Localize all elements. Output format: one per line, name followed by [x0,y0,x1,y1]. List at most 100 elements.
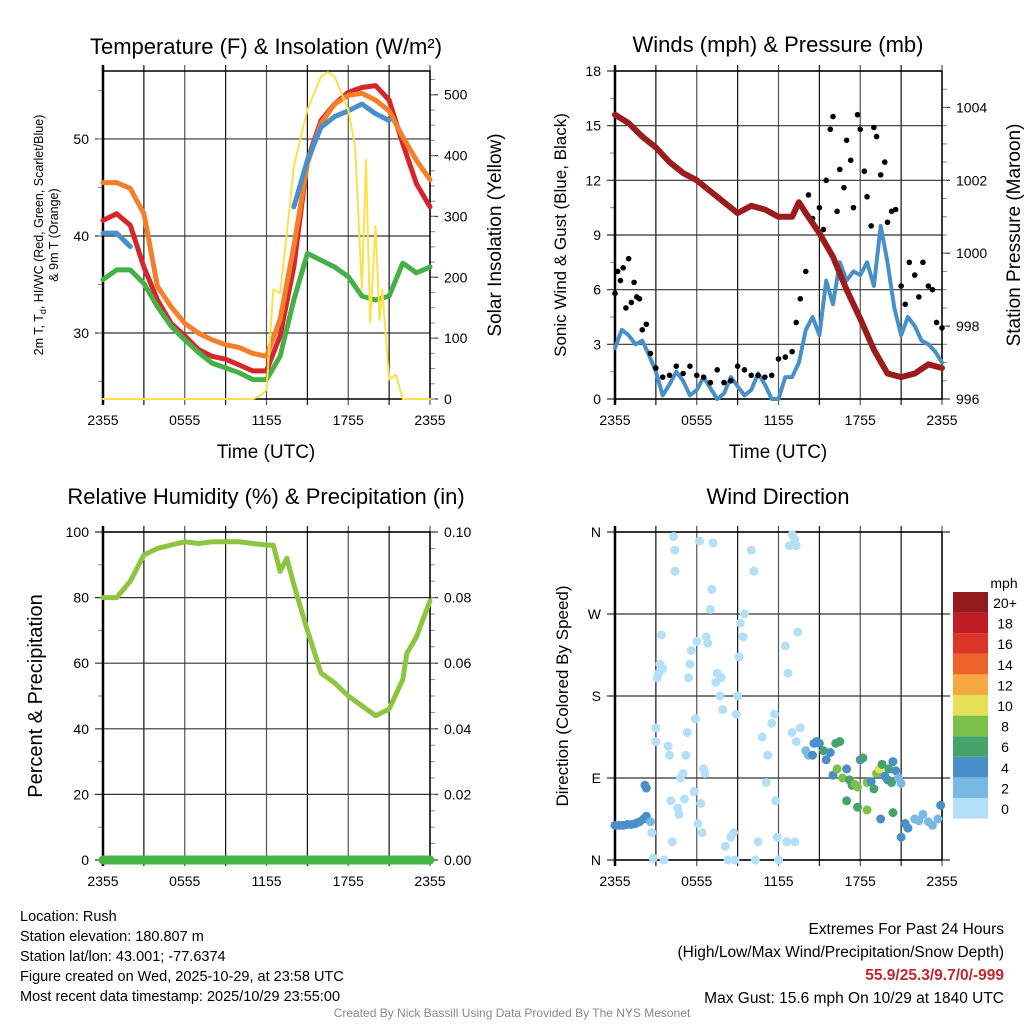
gust-point [877,172,884,178]
wind-direction-point [795,723,805,733]
legend-label: 18 [997,616,1013,632]
right-tick-label: 0.08 [444,590,471,606]
wind-direction-point [641,783,651,793]
legend-label: 10 [997,698,1013,714]
x-tick-label: 1155 [251,873,281,889]
right-tick-label: 0.04 [444,721,471,737]
wind-direction-point [645,817,655,827]
x-tick-label: 1155 [763,412,793,428]
wind-direction-point [659,855,669,865]
wind-direction-point [693,819,703,829]
legend-label: 8 [1001,719,1009,735]
wind-direction-panel-title: Wind Direction [706,484,849,509]
wind-direction-point [784,541,794,551]
legend-swatch [953,653,988,675]
gust-point [625,255,632,262]
left-tick-label: 60 [73,655,89,671]
wind-direction-point [669,532,679,542]
wind-direction-point [780,641,790,651]
wind-direction-point [858,753,868,763]
wind-direction-point [914,816,924,826]
x-tick-label: 1155 [251,412,281,428]
gust-point [802,268,809,275]
right-tick-label: 1002 [956,172,987,188]
left-tick-label: 3 [593,336,601,352]
legend-swatch [953,633,988,654]
wind-direction-point [903,823,913,833]
wind-direction-point [853,782,863,792]
gust-point [868,223,874,229]
gust-point [939,325,945,331]
gust-point [623,305,629,311]
x-tick-label: 1755 [333,412,364,428]
left-tick-label: N [591,852,601,868]
x-tick-label: 0555 [169,412,200,428]
x-tick-label: 0555 [681,412,712,428]
wind-direction-point [697,828,707,838]
wind-direction-panel: Wind Direction Direction (Colored By Spe… [553,484,1018,889]
solar-insolation-line [102,71,431,400]
wind-direction-point [658,664,668,674]
speed-legend: 0 2 4 6 8 10 12 14 16 18 20+ [953,592,1017,819]
left-tick-label: 50 [73,131,89,147]
gust-point [884,219,891,226]
gust-point [902,301,909,308]
gust-point [707,379,714,386]
wind-direction-point [853,802,863,812]
legend-label: 4 [1001,760,1009,776]
wind-direction-point [835,737,845,747]
wind-direction-point [896,778,906,788]
legend-label: 20+ [993,595,1017,611]
wind-direction-point [715,691,725,701]
gust-point [850,204,857,211]
wind-direction-point [891,766,901,776]
gust-point [680,370,686,377]
grid [607,65,950,405]
gust-point [861,168,868,175]
wind-direction-point [723,855,733,865]
legend-title: mph [990,575,1017,591]
temperature-ylabel: 2m T, Td, HI/WC (Red, Green, Scarlet/Blu… [32,115,48,356]
wind-direction-point [663,741,673,751]
wind-direction-point [705,604,715,614]
relative-humidity-line [100,539,433,719]
legend-swatch [953,798,988,819]
wind-direction-point [648,853,658,863]
x-tick-label: 2355 [87,873,118,889]
wind-direction-point [685,659,695,669]
humidity-panel: Relative Humidity (%) & Precipitation (i… [25,484,471,889]
x-tick-label: 2355 [599,412,630,428]
right-tick-label: 500 [444,87,468,103]
gust-point [748,372,755,379]
right-tick-label: 0.06 [444,655,471,671]
gust-point [643,321,650,328]
wind-direction-point [750,855,760,865]
gust-point [659,374,666,380]
wind-direction-point [877,759,887,769]
gust-point [639,326,646,333]
gust-point [854,111,861,118]
left-tick-label: 20 [73,786,89,802]
temperature-ylabel-line2: & 9m T (Orange) [47,188,61,281]
wind-direction-point [707,584,717,594]
recent-timestamp: Most recent data timestamp: 2025/10/29 2… [20,989,341,1005]
legend-label: 12 [997,677,1013,693]
gust-point [687,363,693,370]
left-tick-label: 12 [585,172,601,188]
legend-label: 16 [997,636,1013,652]
gust-point [700,374,707,380]
legend-swatch [953,715,988,737]
left-tick-label: N [591,524,601,540]
wind-direction-point [679,794,689,804]
series-9m-t [100,90,433,359]
legend-swatch [953,736,988,757]
gust-point [843,137,850,144]
gust-point [871,124,877,131]
x-tick-label: 2355 [414,412,445,428]
left-tick-label: 18 [585,63,601,79]
x-tick-label: 0555 [169,873,200,889]
gust-point [789,348,795,355]
legend-label: 14 [997,657,1013,673]
station-info: Location: Rush Station elevation: 180.80… [20,907,344,1007]
left-tick-label: 30 [73,325,89,341]
